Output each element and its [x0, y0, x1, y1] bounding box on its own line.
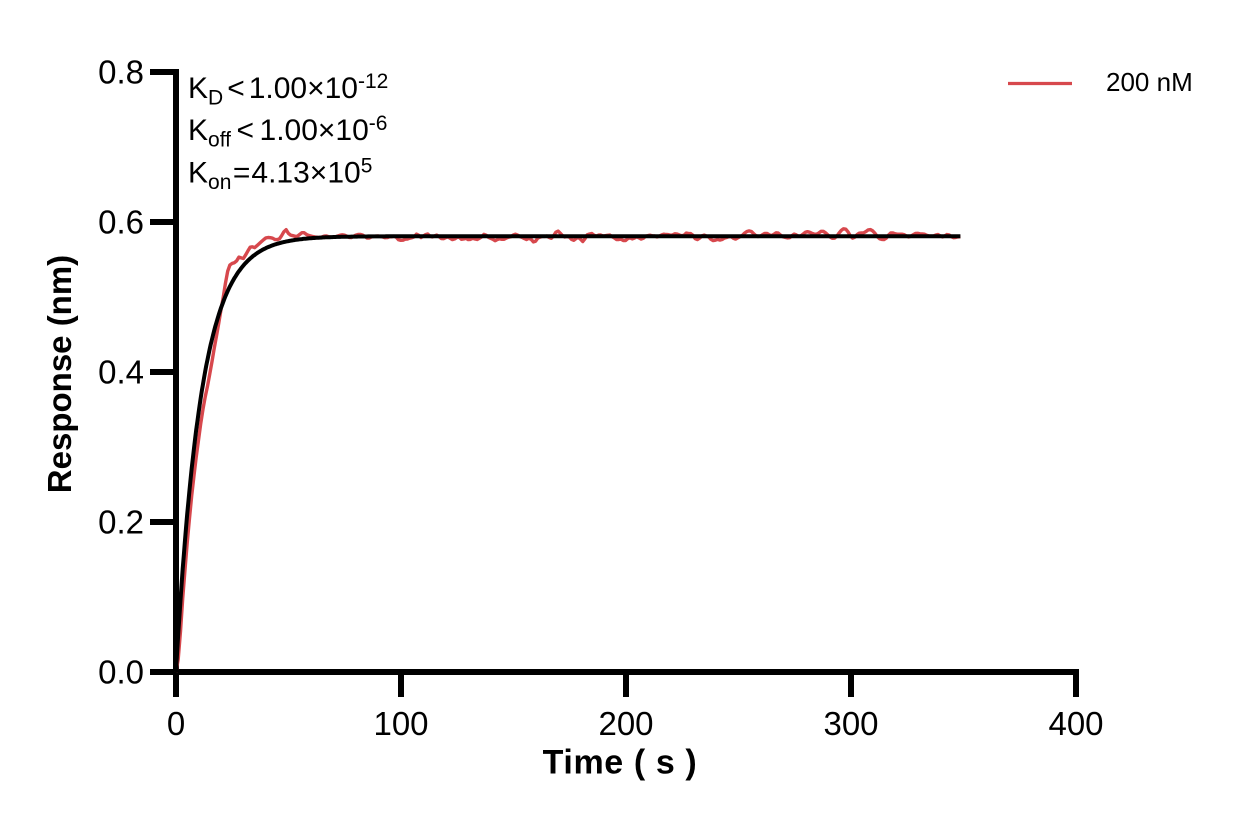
svg-text:300: 300: [823, 705, 878, 742]
svg-text:0.0: 0.0: [98, 654, 144, 691]
svg-text:0.8: 0.8: [98, 54, 144, 91]
svg-text:0: 0: [167, 705, 185, 742]
svg-text:0.6: 0.6: [98, 204, 144, 241]
svg-text:0.4: 0.4: [98, 354, 144, 391]
svg-text:200 nM: 200 nM: [1106, 67, 1193, 97]
svg-text:100: 100: [373, 705, 428, 742]
svg-text:Response (nm): Response (nm): [41, 255, 78, 493]
svg-text:200: 200: [598, 705, 653, 742]
svg-text:KD<1.00×10-12: KD <1.00×10-12: [188, 70, 388, 110]
svg-text:Time ( s ): Time ( s ): [543, 744, 698, 782]
svg-text:400: 400: [1048, 705, 1103, 742]
svg-text:0.2: 0.2: [98, 504, 144, 541]
svg-text:Kon=4.13×105: Kon=4.13×105: [188, 155, 372, 195]
